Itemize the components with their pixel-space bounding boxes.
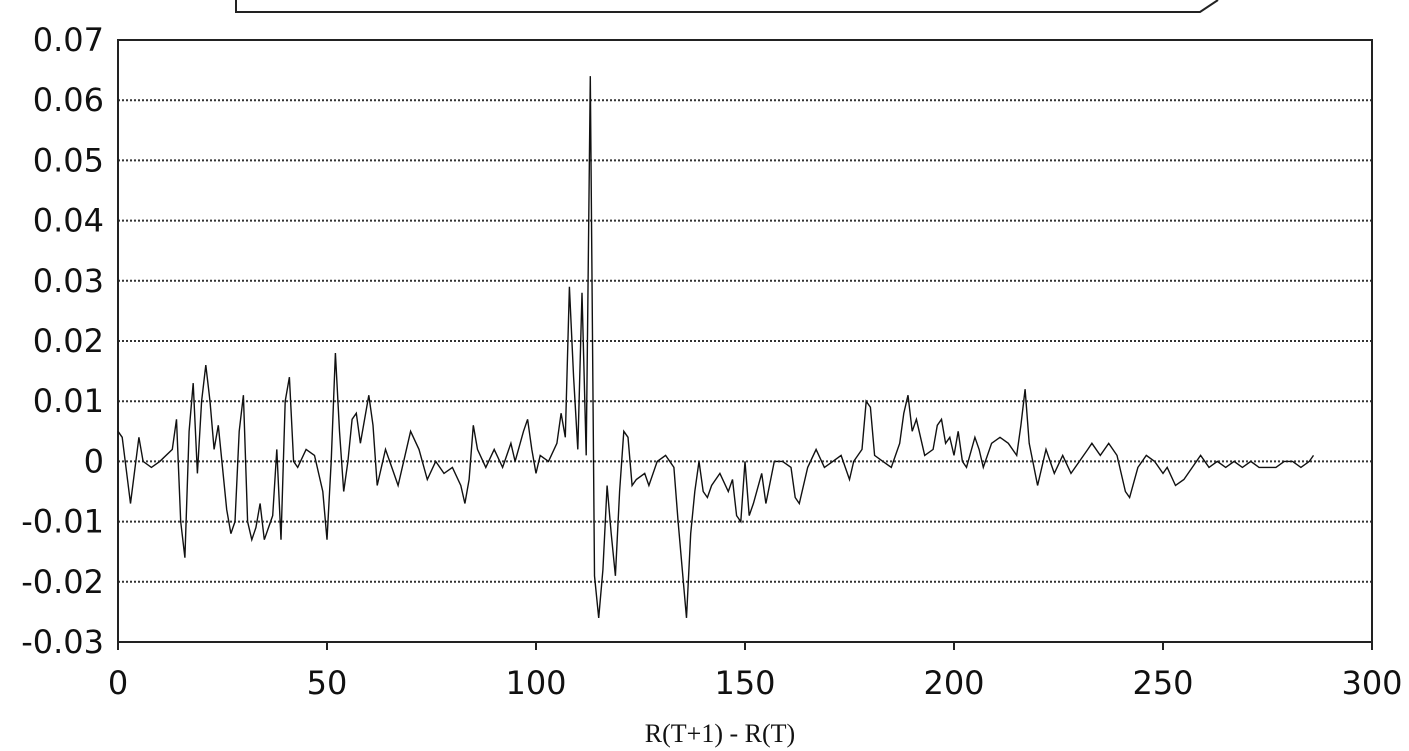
x-tick-label: 300 — [1341, 664, 1402, 702]
x-tick-label: 50 — [307, 664, 348, 702]
legend-box-edge — [235, 0, 1219, 13]
y-tick-label: 0.05 — [33, 141, 104, 179]
y-tick-label: -0.02 — [21, 563, 104, 601]
y-tick-label: 0.03 — [33, 262, 104, 300]
y-tick-label: -0.01 — [21, 503, 104, 541]
y-tick-label: 0.04 — [33, 202, 104, 240]
y-tick-label: 0.02 — [33, 322, 104, 360]
x-tick-label: 100 — [505, 664, 566, 702]
y-tick-label: -0.03 — [21, 623, 104, 661]
x-tick-label: 250 — [1132, 664, 1193, 702]
y-tick-label: 0 — [84, 442, 104, 480]
x-axis-label: R(T+1) - R(T) — [645, 719, 795, 748]
x-tick-label: 200 — [923, 664, 984, 702]
x-tick-label: 0 — [108, 664, 128, 702]
data-line — [117, 76, 1315, 618]
y-tick-label: 0.06 — [33, 81, 104, 119]
y-tick-label: 0.07 — [33, 21, 104, 59]
plot-frame — [117, 39, 1373, 643]
x-tick-label: 150 — [714, 664, 775, 702]
y-tick-label: 0.01 — [33, 382, 104, 420]
